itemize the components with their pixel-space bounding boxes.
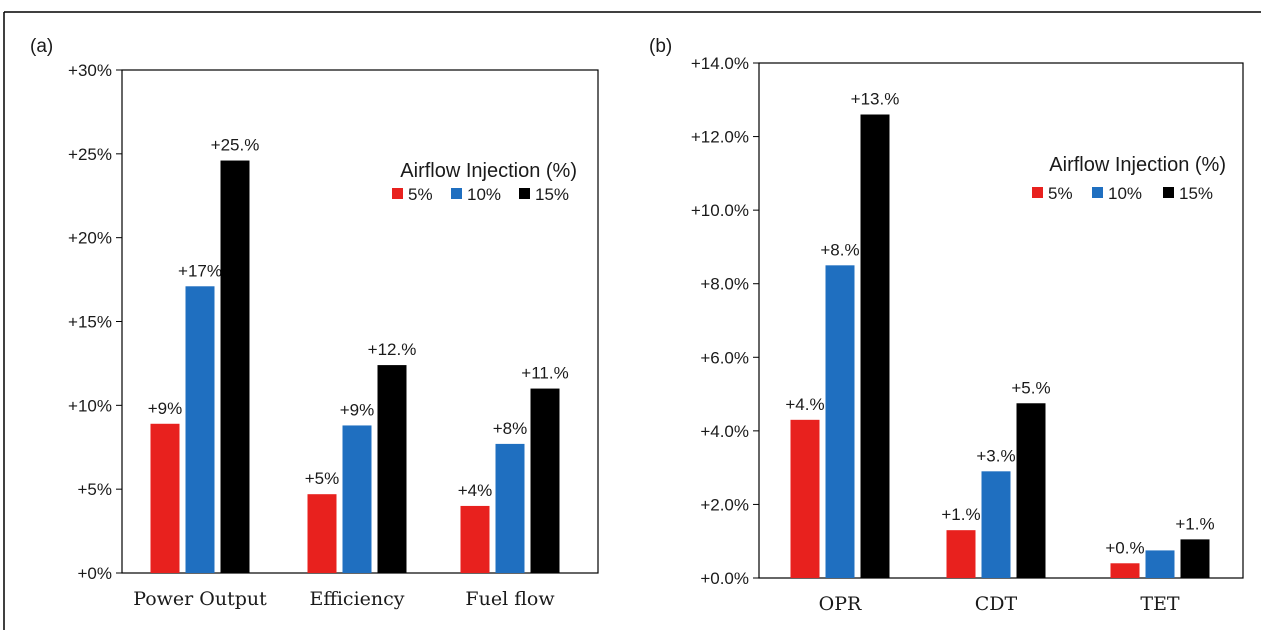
panel-letter: (a) (30, 36, 53, 57)
y-tick-label: +0.0% (700, 569, 749, 588)
y-tick-label: +12.0% (691, 128, 749, 147)
x-category-label: Efficiency (309, 588, 404, 610)
y-tick-label: +20% (68, 229, 112, 248)
bar (1111, 563, 1140, 578)
data-label: +0.% (1105, 538, 1144, 557)
bar (186, 286, 215, 573)
panel-b: (b) +0.0% +2.0% +4.0% +6.0% +8.0% +10.0% +12.0%… (649, 36, 1243, 615)
legend-label: 10% (467, 185, 501, 204)
x-category-label: TET (1140, 593, 1180, 615)
panel-a: (a) +0% +5% +10% +15% +20% +25% +30% Power Outpu… (30, 36, 598, 610)
legend-swatch (392, 188, 403, 199)
bar (947, 530, 976, 578)
bar (826, 265, 855, 578)
data-label: +5.% (1011, 378, 1050, 397)
bar (151, 424, 180, 573)
bar (1146, 550, 1175, 578)
data-label: +12.% (368, 340, 417, 359)
data-label: +13.% (851, 90, 900, 109)
bar (496, 444, 525, 573)
y-tick-label: +10% (68, 396, 112, 415)
data-label: +3.% (976, 446, 1015, 465)
legend: Airflow Injection (%) 5% 10% 15% (1032, 154, 1226, 203)
y-tick-label: +15% (68, 313, 112, 332)
bar (221, 161, 250, 573)
y-tick-label: +5% (78, 480, 113, 499)
bar (461, 506, 490, 573)
data-label: +4% (458, 481, 493, 500)
data-label: +1.% (1175, 514, 1214, 533)
data-label: +25.% (211, 136, 260, 155)
legend-swatch (1032, 187, 1043, 198)
bar (343, 425, 372, 573)
legend-label: 15% (1179, 184, 1213, 203)
bar (308, 494, 337, 573)
bar (861, 115, 890, 579)
bar (1017, 403, 1046, 578)
data-label: +9% (148, 399, 183, 418)
x-category-label: Fuel flow (465, 588, 555, 610)
y-tick-label: +25% (68, 145, 112, 164)
y-tick-label: +4.0% (700, 422, 749, 441)
panel-letter: (b) (649, 36, 672, 57)
legend-label: 10% (1108, 184, 1142, 203)
data-label: +8.% (820, 240, 859, 259)
x-category-label: Power Output (133, 588, 267, 610)
y-tick-label: +30% (68, 61, 112, 80)
legend-label: 15% (535, 185, 569, 204)
data-label: +5% (305, 469, 340, 488)
y-tick-label: +14.0% (691, 54, 749, 73)
data-label: +17% (178, 261, 222, 280)
y-tick-label: +6.0% (700, 348, 749, 367)
data-label: +4.% (785, 395, 824, 414)
x-category-label: CDT (975, 593, 1018, 615)
legend-label: 5% (408, 185, 433, 204)
legend-label: 5% (1048, 184, 1073, 203)
legend-swatch (1092, 187, 1103, 198)
x-category-label: OPR (819, 593, 862, 615)
legend-swatch (451, 188, 462, 199)
legend: Airflow Injection (%) 5% 10% 15% (392, 160, 577, 204)
bar (1181, 539, 1210, 578)
data-label: +8% (493, 419, 528, 438)
legend-swatch (519, 188, 530, 199)
y-tick-label: +8.0% (700, 275, 749, 294)
bar (982, 471, 1011, 578)
legend-swatch (1163, 187, 1174, 198)
legend-title: Airflow Injection (%) (400, 160, 577, 182)
y-tick-label: +2.0% (700, 495, 749, 514)
data-label: +1.% (941, 505, 980, 524)
y-tick-label: +0% (78, 564, 113, 583)
bar (791, 420, 820, 578)
y-tick-label: +10.0% (691, 201, 749, 220)
legend-title: Airflow Injection (%) (1049, 154, 1226, 176)
bar (378, 365, 407, 573)
data-label: +11.% (521, 364, 568, 383)
bar (531, 389, 560, 573)
data-label: +9% (340, 400, 375, 419)
